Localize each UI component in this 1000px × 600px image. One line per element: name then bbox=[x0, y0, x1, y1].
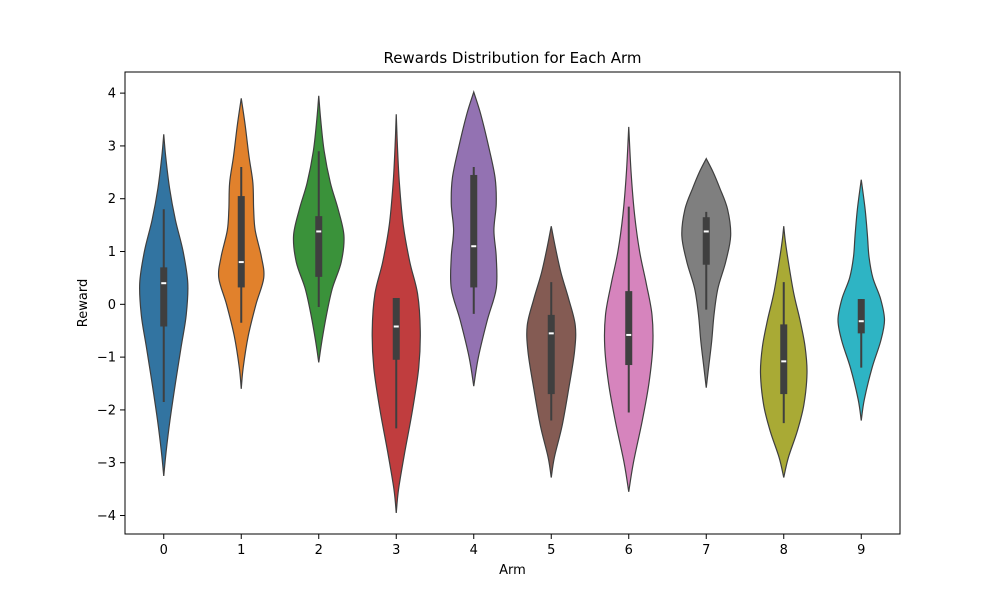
violin-arm-4 bbox=[449, 90, 498, 387]
y-tick-label: −2 bbox=[97, 403, 116, 418]
x-tick-label: 9 bbox=[857, 543, 865, 558]
x-tick-label: 7 bbox=[702, 543, 710, 558]
violin-iqr-box bbox=[780, 324, 788, 395]
y-tick-label: 4 bbox=[108, 87, 116, 102]
violin-arm-2 bbox=[292, 95, 345, 363]
plot-frame bbox=[124, 71, 901, 535]
violin-arm-5 bbox=[526, 226, 577, 478]
violin-arm-0 bbox=[138, 134, 189, 476]
x-tick-label: 4 bbox=[470, 543, 478, 558]
violin-iqr-box bbox=[470, 174, 478, 288]
violin-iqr-box bbox=[237, 196, 245, 288]
y-tick-label: 1 bbox=[108, 245, 116, 260]
violin-arm-6 bbox=[603, 126, 654, 492]
violin-arm-1 bbox=[217, 98, 265, 389]
violin-arm-3 bbox=[371, 114, 421, 513]
violin-arm-9 bbox=[837, 179, 886, 421]
y-axis-label: Reward bbox=[76, 279, 91, 327]
x-tick-label: 8 bbox=[780, 543, 788, 558]
y-tick-label: 2 bbox=[108, 192, 116, 207]
violin-arm-8 bbox=[759, 226, 808, 478]
violin-iqr-box bbox=[702, 217, 710, 265]
x-tick-label: 0 bbox=[160, 543, 168, 558]
x-tick-label: 2 bbox=[315, 543, 323, 558]
chart-title: Rewards Distribution for Each Arm bbox=[383, 49, 641, 67]
y-tick-label: −4 bbox=[97, 509, 116, 524]
violin-iqr-box bbox=[547, 314, 555, 395]
violin-group bbox=[138, 90, 886, 513]
y-tick-label: 3 bbox=[108, 139, 116, 154]
y-tick-label: −1 bbox=[97, 351, 116, 366]
y-axis: −4 −3 −2 −1 0 1 2 3 4 bbox=[97, 87, 125, 524]
x-tick-label: 5 bbox=[547, 543, 555, 558]
x-tick-label: 6 bbox=[625, 543, 633, 558]
violin-iqr-box bbox=[392, 297, 400, 360]
x-axis: 0 1 2 3 4 5 6 7 8 9 bbox=[160, 534, 865, 558]
y-tick-label: −3 bbox=[97, 456, 116, 471]
violin-iqr-box bbox=[160, 267, 168, 327]
x-tick-label: 1 bbox=[237, 543, 245, 558]
x-axis-label: Arm bbox=[499, 563, 526, 578]
y-tick-label: 0 bbox=[108, 298, 116, 313]
violin-iqr-box bbox=[315, 216, 323, 277]
violin-iqr-box bbox=[625, 291, 633, 366]
x-tick-label: 3 bbox=[392, 543, 400, 558]
violin-iqr-box bbox=[857, 299, 865, 334]
violin-arm-7 bbox=[681, 157, 732, 388]
